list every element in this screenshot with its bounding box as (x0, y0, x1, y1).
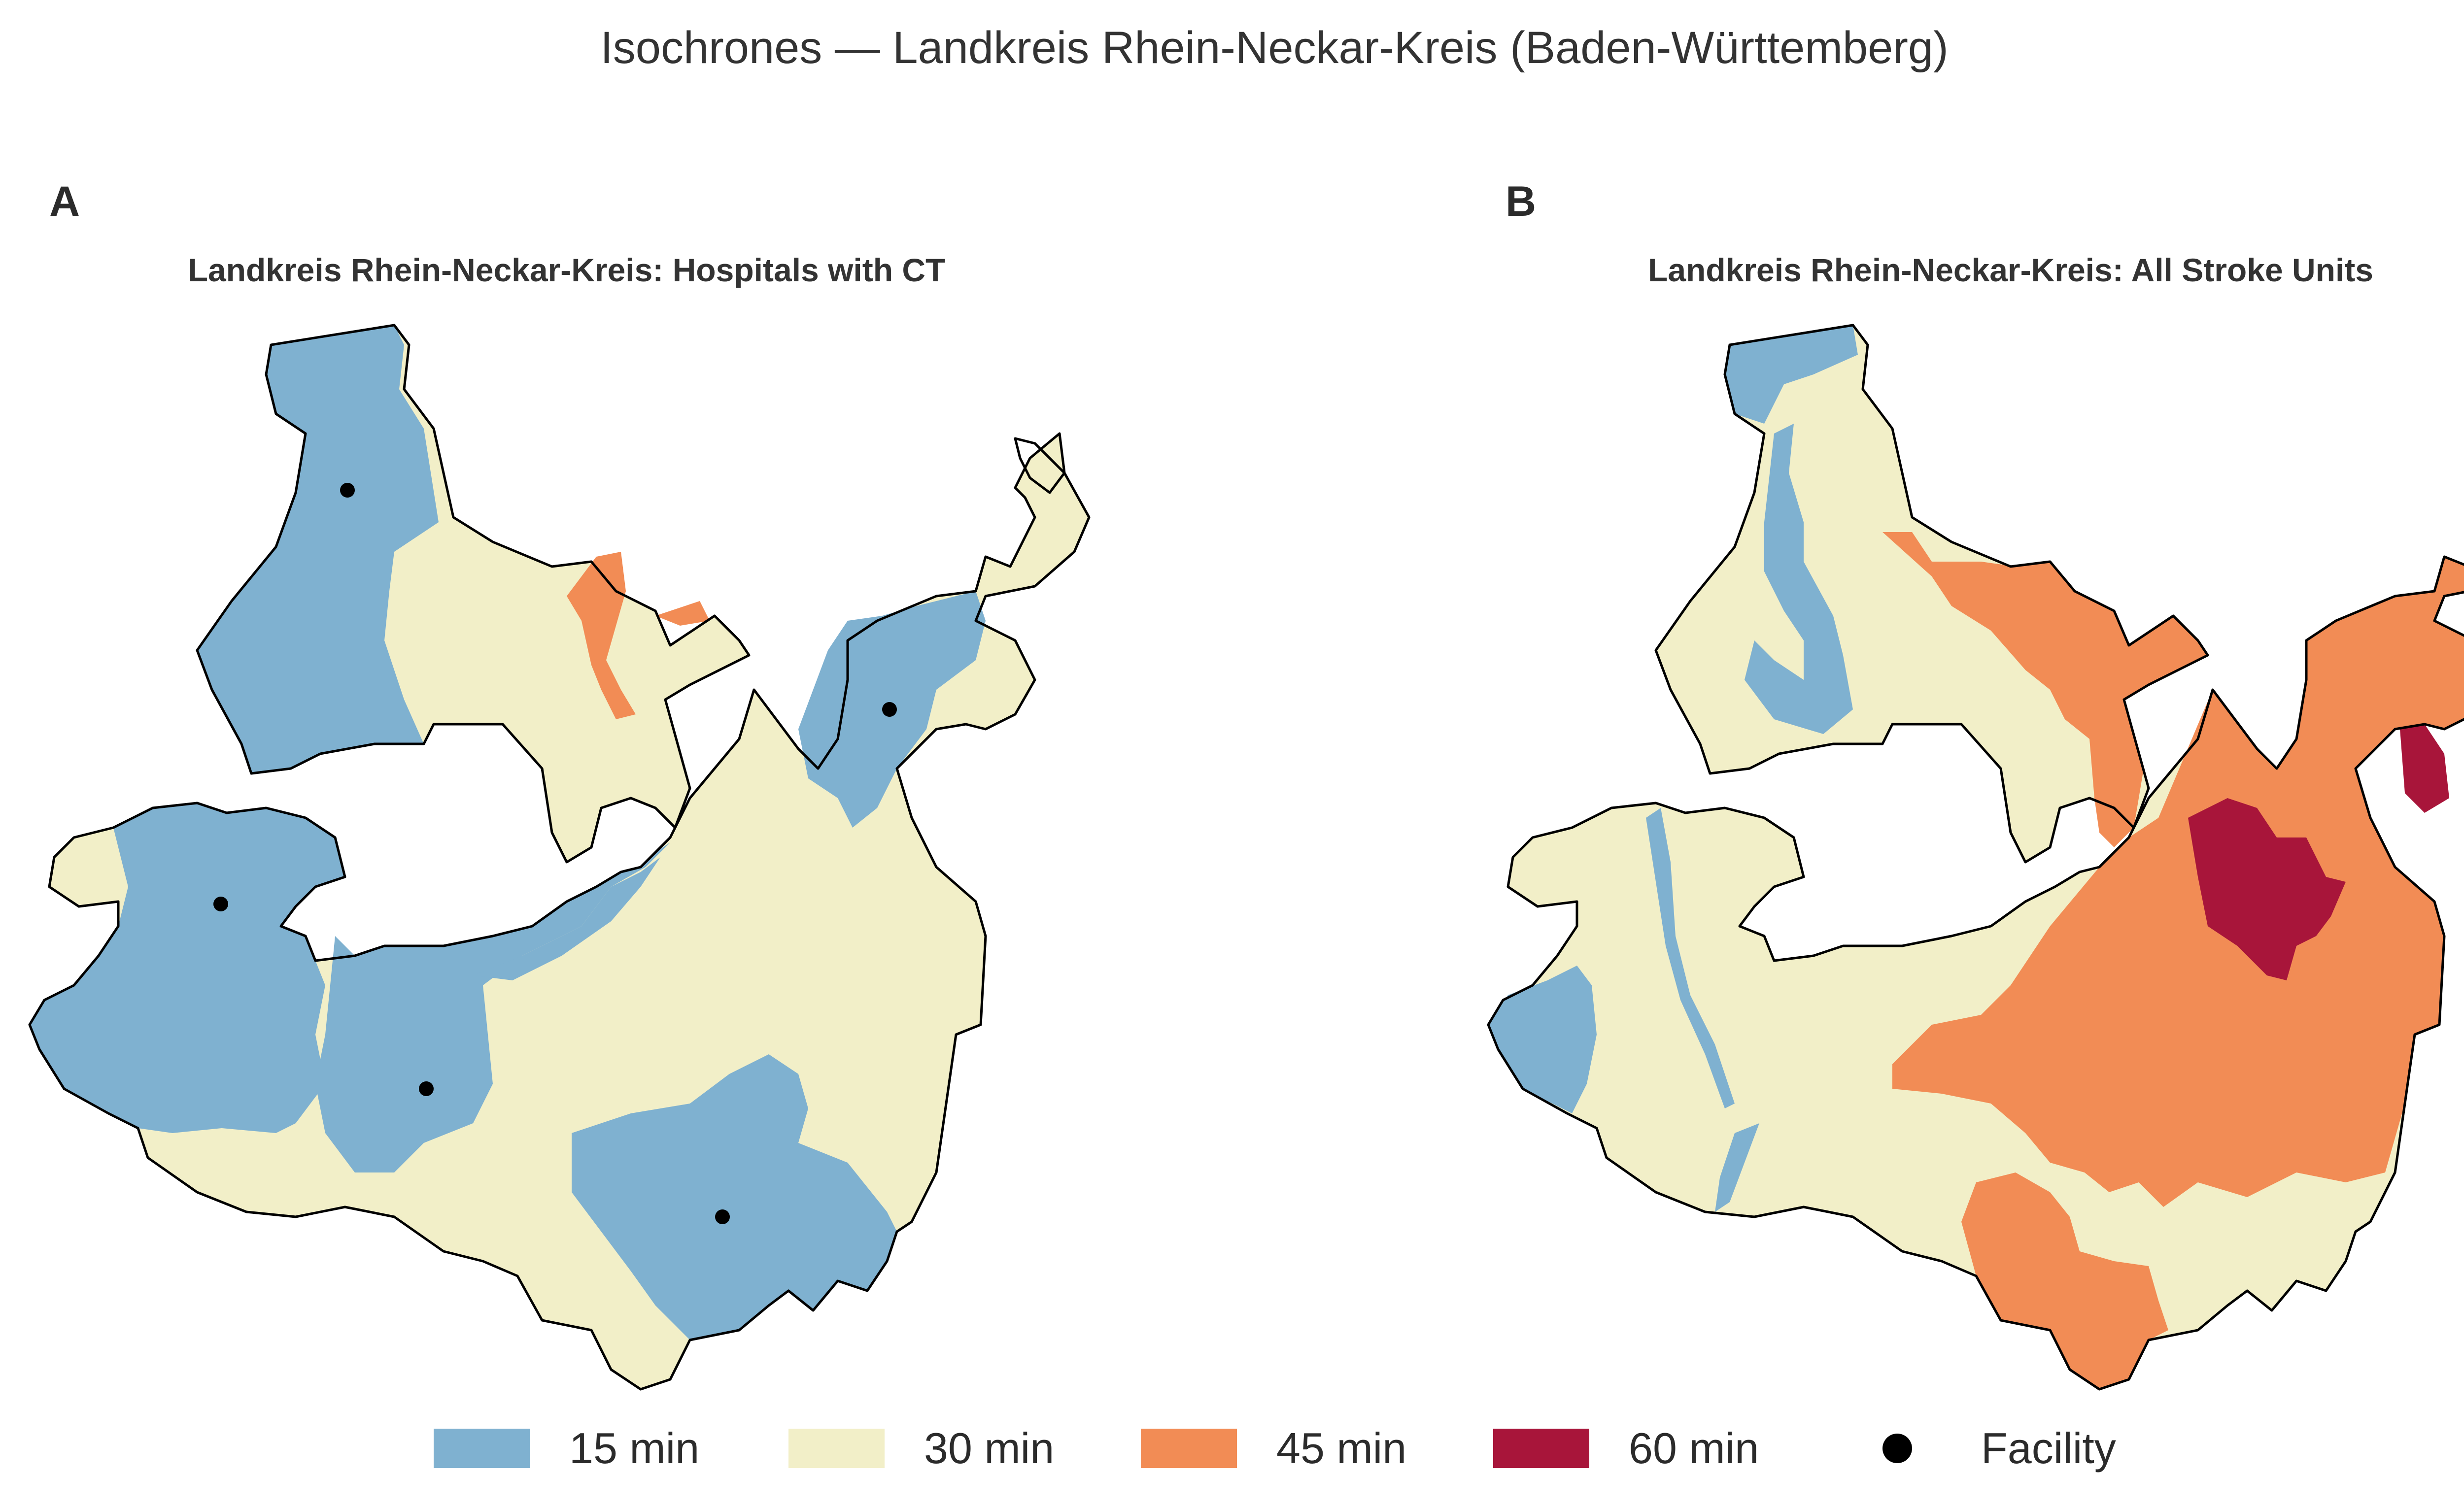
panel-b-60min-area (2188, 798, 2346, 980)
panel-a-facility-marker (882, 702, 897, 717)
legend-item-facility: Facility (1850, 1419, 2116, 1478)
panel-a-facility-marker (340, 483, 355, 498)
panel-a-15min-west (30, 803, 345, 1133)
panel-a-letter: A (49, 178, 80, 225)
figure-title: Isochrones — Landkreis Rhein-Neckar-Krei… (600, 23, 1949, 73)
panel-a-map (30, 325, 1089, 1389)
legend-swatch-15min (434, 1429, 530, 1468)
legend-item-45min: 45 min (1141, 1419, 1406, 1478)
panel-b-15min-west (1488, 966, 1597, 1113)
panel-a-45min-area (567, 552, 710, 719)
legend-label-60min: 60 min (1629, 1424, 1759, 1473)
panel-a-title: Landkreis Rhein-Neckar-Kreis: Hospitals … (188, 252, 946, 288)
legend-item-60min: 60 min (1493, 1419, 1759, 1478)
panel-a-facility-marker (419, 1081, 434, 1096)
legend-swatch-60min (1493, 1429, 1589, 1468)
legend-swatch-45min (1141, 1429, 1237, 1468)
panel-b-title: Landkreis Rhein-Neckar-Kreis: All Stroke… (1648, 252, 2373, 288)
panel-b-15min-neckar (1715, 1123, 1759, 1212)
legend-label-15min: 15 min (569, 1424, 700, 1473)
panel-b-letter: B (1506, 178, 1537, 225)
panel-a-facility-marker (213, 897, 228, 911)
panel-b-map (1488, 325, 2464, 1389)
panel-b-15min-rhine-south (1646, 808, 1735, 1108)
panel-a-facility-marker (715, 1209, 730, 1224)
legend-label-30min: 30 min (924, 1424, 1055, 1473)
legend-item-30min: 30 min (788, 1419, 1054, 1478)
panel-a-15min-center (315, 842, 670, 1172)
legend-swatch-30min (788, 1429, 885, 1468)
panel-b-45min-south (1961, 1172, 2168, 1389)
panel-b-45min-east-main (1892, 557, 2464, 1207)
panel-a-15min-river (473, 857, 660, 980)
legend: 15 min 30 min 45 min 60 min Facility (0, 1419, 2464, 1478)
legend-label-facility: Facility (1981, 1424, 2116, 1473)
panel-b-60min-east (2400, 724, 2449, 813)
panel-b-45min-north-east (1882, 532, 2208, 847)
legend-facility-marker-icon (1882, 1434, 1912, 1463)
panel-a-15min-south (572, 1054, 897, 1340)
panel-b-15min-north (1725, 325, 1858, 424)
panel-b-15min-rhine-north (1745, 424, 1853, 734)
panel-a-15min-north (197, 325, 439, 773)
legend-item-15min: 15 min (434, 1419, 699, 1478)
legend-label-45min: 45 min (1276, 1424, 1407, 1473)
